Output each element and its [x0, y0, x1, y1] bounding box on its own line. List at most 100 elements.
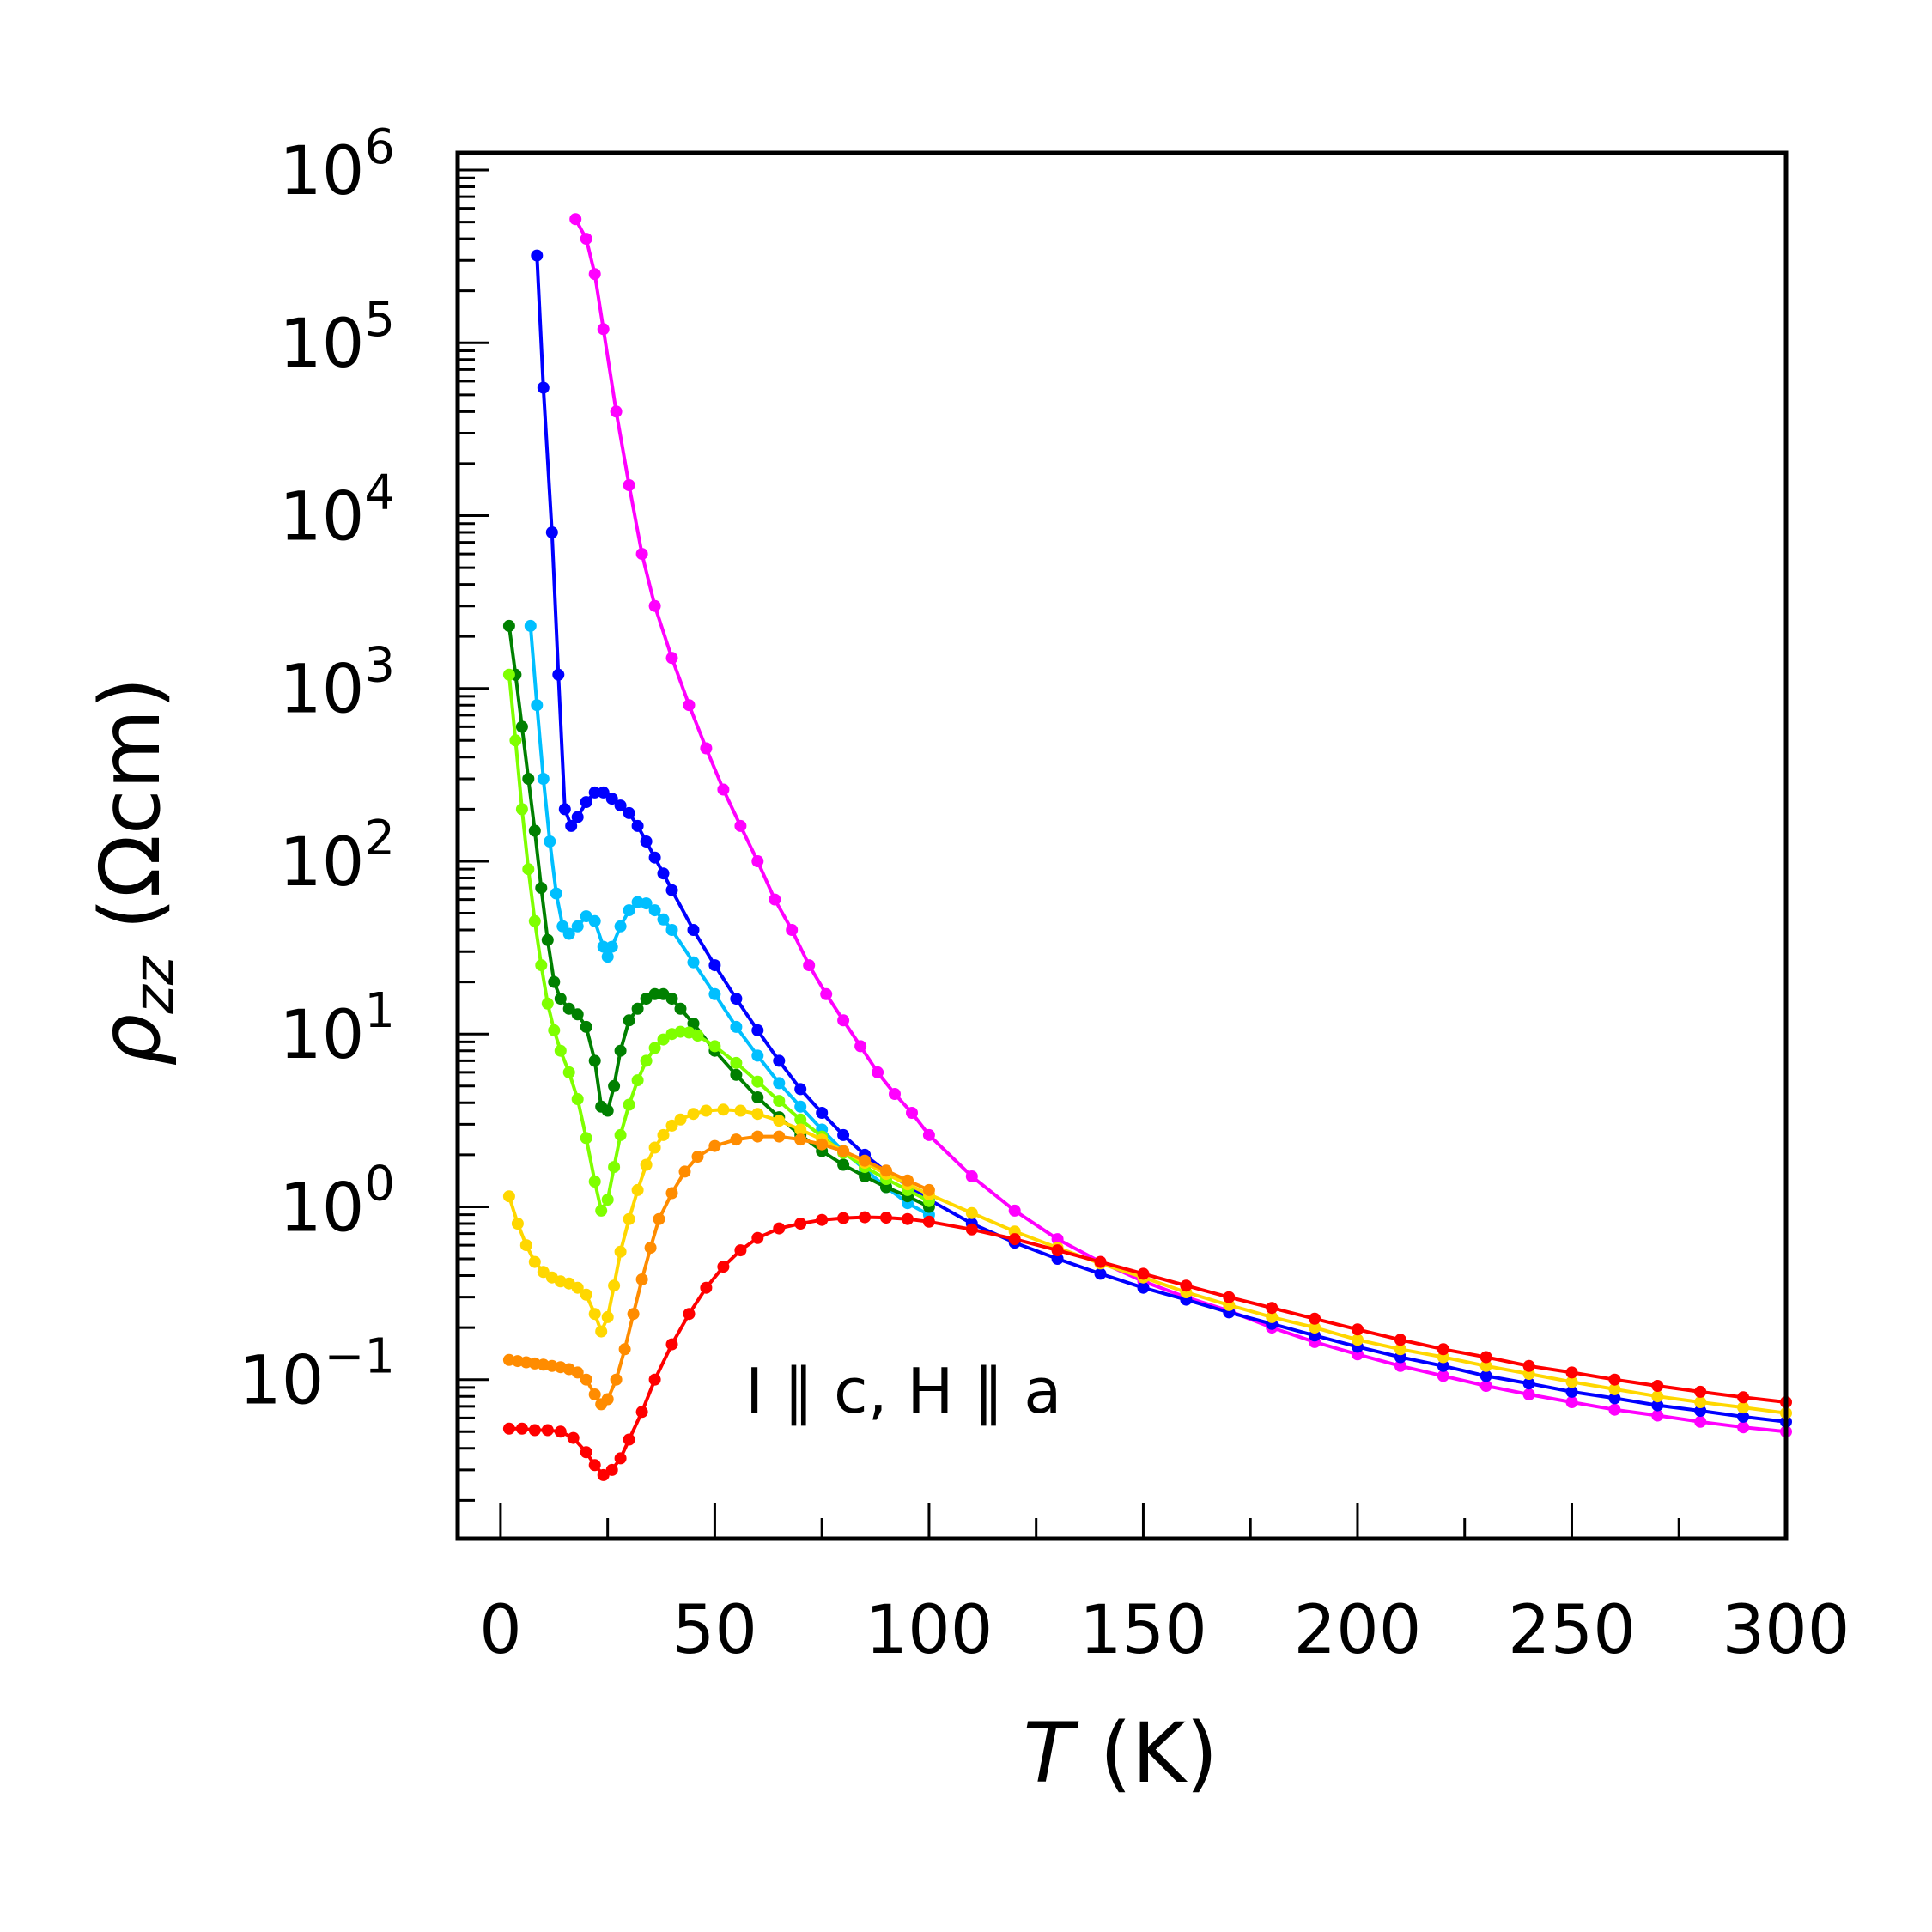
series-2-point: [571, 920, 584, 933]
x-axis-label: T (K): [1023, 1705, 1218, 1801]
y-tick-label: 103: [279, 638, 395, 729]
series-2-point: [544, 835, 556, 848]
series-7-point: [902, 1212, 914, 1225]
series-4-point: [548, 1024, 561, 1036]
series-0-point: [1479, 1380, 1492, 1392]
series-5-point: [717, 1103, 730, 1116]
series-2-point: [588, 914, 601, 927]
series-6-point: [816, 1138, 829, 1151]
series-5-point: [537, 1266, 550, 1279]
series-0-point: [1565, 1396, 1578, 1408]
series-6-point: [837, 1145, 850, 1157]
series-1-point: [545, 526, 558, 538]
series-7-line: [508, 1215, 1787, 1478]
series-2-point: [601, 951, 614, 963]
series-0-point: [569, 213, 582, 226]
series-0-point: [665, 652, 678, 665]
series-4-point: [794, 1113, 807, 1126]
series-2-point: [597, 940, 610, 953]
x-tick-label: 50: [672, 1592, 757, 1669]
series-3-point: [837, 1158, 850, 1171]
series-6-point: [751, 1130, 764, 1143]
series-7-point: [965, 1223, 978, 1236]
x-tick-label: 200: [1294, 1592, 1422, 1669]
series-6: [502, 1130, 935, 1411]
series-2-point: [665, 924, 678, 936]
series-7-point: [588, 1459, 601, 1472]
y-tick-label: 102: [279, 811, 395, 902]
series-4-point: [648, 1042, 661, 1054]
series-0-point: [922, 1128, 935, 1141]
series-5-point: [794, 1123, 807, 1136]
x-tick-label: 250: [1508, 1592, 1636, 1669]
series-0-line: [574, 218, 1787, 1434]
x-tick-label: 150: [1079, 1592, 1207, 1669]
series-3-point: [623, 1014, 635, 1027]
series-4-point: [509, 734, 522, 747]
series-0-point: [635, 548, 648, 561]
series-4-point: [528, 914, 541, 927]
series-5-point: [734, 1104, 747, 1117]
series-7-point: [648, 1373, 661, 1386]
series-4-point: [623, 1098, 635, 1111]
series-3-point: [601, 1104, 614, 1117]
series-3-point: [648, 987, 661, 1000]
series-3-point: [541, 933, 554, 946]
series-7-point: [614, 1452, 627, 1465]
series-1-point: [657, 867, 670, 880]
series-3-point: [535, 882, 548, 895]
series-4-point: [730, 1056, 743, 1069]
series-7-point: [1608, 1373, 1621, 1386]
series-1-point: [730, 993, 743, 1005]
series-7-point: [665, 1338, 678, 1351]
series-4-point: [571, 1093, 584, 1105]
series-5-point: [1737, 1401, 1750, 1414]
series-2-point: [708, 987, 721, 1000]
series-7-point: [751, 1231, 764, 1244]
series-7-point: [635, 1406, 648, 1419]
y-tick-label: 101: [279, 983, 395, 1074]
series-0-point: [1008, 1204, 1021, 1217]
series-5-point: [580, 1288, 592, 1301]
series-5-point: [588, 1308, 601, 1321]
series-1-point: [1522, 1377, 1535, 1390]
series-2-point: [562, 927, 575, 940]
series-6-point: [708, 1139, 721, 1152]
series-2-point: [524, 619, 537, 632]
series-1-line: [535, 255, 1787, 1424]
series-0-point: [906, 1107, 918, 1119]
series-7-point: [1223, 1291, 1236, 1303]
series-5-point: [519, 1239, 532, 1252]
series-4-point: [773, 1095, 786, 1108]
series-4-point: [640, 1054, 653, 1067]
series-0-point: [786, 924, 799, 936]
series-6-point: [635, 1273, 648, 1285]
series-7-point: [1051, 1244, 1064, 1257]
x-tick-label: 100: [865, 1592, 993, 1669]
series-4-point: [751, 1075, 764, 1088]
plot-frame: [455, 150, 1789, 1541]
series-1-point: [597, 786, 610, 799]
series-0-point: [889, 1088, 901, 1100]
series-6-point: [653, 1212, 665, 1225]
series-4-point: [562, 1066, 575, 1078]
series-0-point: [700, 742, 713, 755]
series-4-point: [601, 1194, 614, 1206]
series-7-point: [528, 1424, 541, 1437]
series-5-point: [674, 1113, 687, 1126]
series-1-point: [631, 819, 644, 832]
series-layer: [502, 213, 1792, 1481]
series-6-point: [678, 1165, 691, 1178]
series-7-point: [1437, 1343, 1449, 1356]
series-7-point: [1651, 1380, 1664, 1392]
series-6-point: [644, 1242, 657, 1255]
series-0-point: [588, 268, 601, 281]
series-7-point: [623, 1433, 635, 1446]
series-5-point: [1309, 1321, 1321, 1334]
series-5-point: [608, 1279, 621, 1292]
series-5-point: [751, 1108, 764, 1121]
series-2-point: [648, 904, 661, 917]
series-2-point: [614, 920, 627, 933]
series-5-point: [601, 1310, 614, 1323]
